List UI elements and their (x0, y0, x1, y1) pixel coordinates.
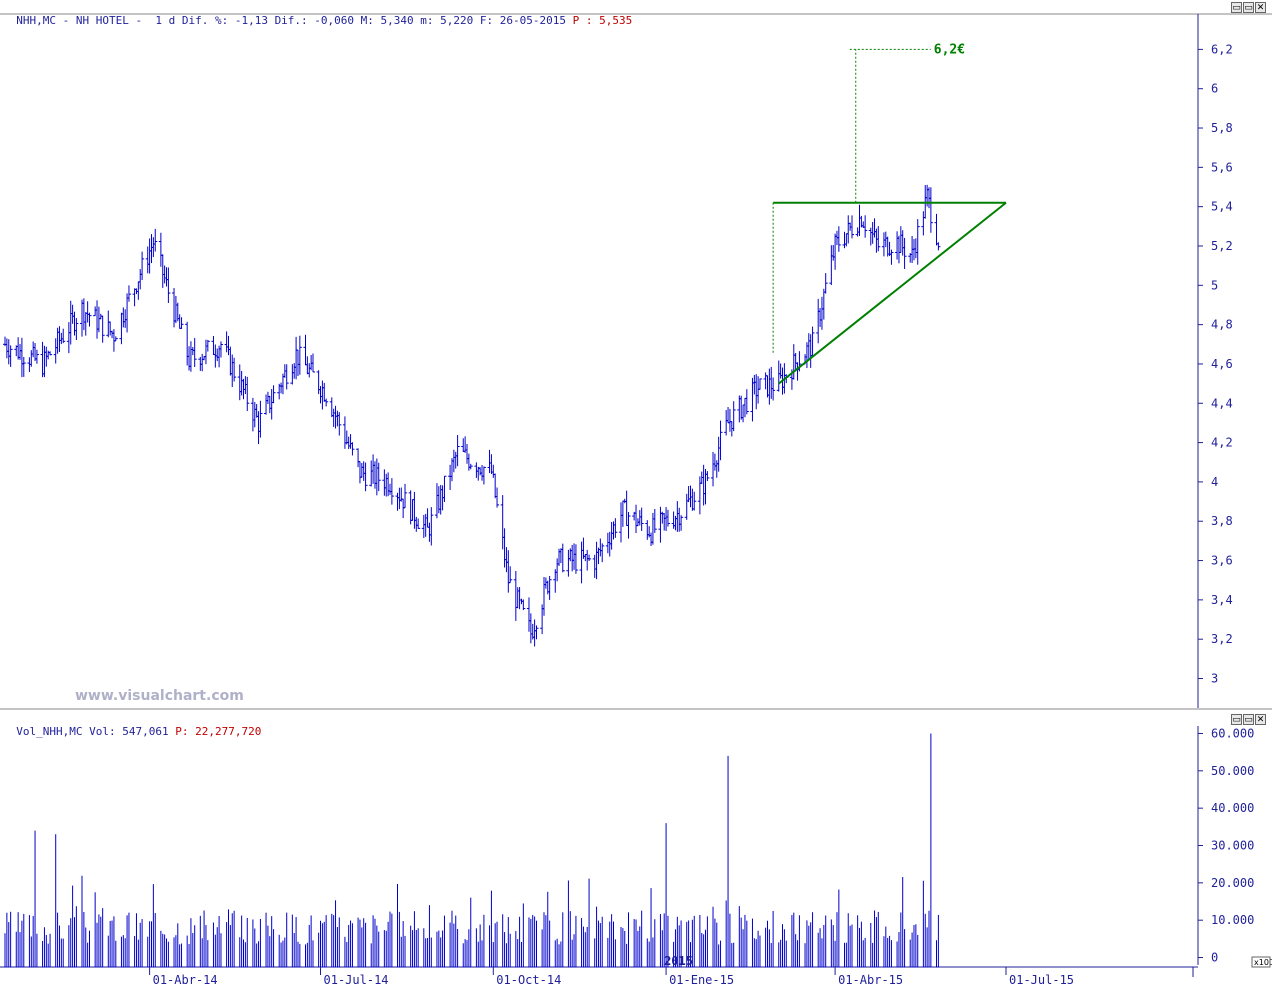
volume-tick-label: 10.000 (1211, 913, 1254, 927)
volume-multiplier-box (1251, 956, 1271, 968)
time-tick-label: 01-Jul-15 (1009, 973, 1074, 987)
year-marker: 2015 (664, 954, 693, 968)
price-tick-label: 4,8 (1211, 318, 1233, 332)
time-tick-label: 01-Abr-14 (153, 973, 218, 987)
time-tick-label: 01-Abr-15 (838, 973, 903, 987)
price-tick-label: 5 (1211, 278, 1218, 292)
volume-tick-label: 40.000 (1211, 801, 1254, 815)
time-tick-label: 01-Oct-14 (496, 973, 561, 987)
price-window-buttons: ▭ ▭ ✕ (1231, 2, 1266, 13)
max-label: M: 5,340 (360, 14, 414, 27)
volume-tick-label: 20.000 (1211, 876, 1254, 890)
price-tick-label: 3,6 (1211, 554, 1233, 568)
price-tick-label: 3,4 (1211, 593, 1233, 607)
time-tick-label: 01-Jul-14 (324, 973, 389, 987)
price-label: P : 5,535 (572, 14, 633, 27)
price-tick-label: 5,2 (1211, 239, 1233, 253)
time-tick-label: 01-Ene-15 (669, 973, 734, 987)
close-button[interactable]: ✕ (1255, 2, 1266, 13)
volume-tick-label: 50.000 (1211, 764, 1254, 778)
support-trendline (778, 201, 1007, 385)
volume-price: P: 22,277,720 (175, 725, 262, 738)
symbol-label: NHH,MC - NH HOTEL - (16, 14, 143, 27)
target-label: 6,2€ (934, 42, 965, 57)
dif-pct-label: Dif. %: -1,13 (181, 14, 268, 27)
dif-label: Dif.: -0,060 (274, 14, 355, 27)
price-tick-label: 6 (1211, 82, 1218, 96)
volume-close-button[interactable]: ✕ (1255, 714, 1266, 725)
price-tick-label: 4 (1211, 475, 1218, 489)
price-tick-label: 4,2 (1211, 436, 1233, 450)
volume-multiplier: x100 (1254, 958, 1272, 967)
maximize-button[interactable]: ▭ (1243, 2, 1254, 13)
price-tick-label: 5,8 (1211, 121, 1233, 135)
time-axis: 01-Abr-14 01-Jul-14 01-Oct-14 01-Ene-15 01-A… (149, 954, 1194, 987)
min-label: m: 5,220 (420, 14, 474, 27)
minimize-button[interactable]: ▭ (1231, 2, 1242, 13)
period-label: 1 d (155, 14, 176, 27)
price-tick-label: 4,6 (1211, 357, 1233, 371)
watermark: www.visualchart.com (75, 688, 244, 704)
price-tick-label: 4,4 (1211, 396, 1233, 410)
price-tick-label: 5,6 (1211, 160, 1233, 174)
volume-bars (4, 733, 939, 968)
price-tick-label: 3,2 (1211, 632, 1233, 646)
price-tick-label: 3,8 (1211, 514, 1233, 528)
volume-minimize-button[interactable]: ▭ (1231, 714, 1242, 725)
price-tick-label: 5,4 (1211, 200, 1233, 214)
volume-tick-label: 60.000 (1211, 726, 1254, 740)
price-series (3, 184, 941, 647)
volume-title: Vol_NHH,MC (16, 725, 83, 738)
volume-value: Vol: 547,061 (89, 725, 169, 738)
pattern-annotations: 6,2€ (772, 42, 1007, 385)
price-header: NHH,MC - NH HOTEL - 1 d Dif. %: -1,13 Di… (3, 1, 632, 27)
volume-window-buttons: ▭ ▭ ✕ (1231, 714, 1266, 725)
price-tick-label: 6,2 (1211, 42, 1233, 56)
volume-maximize-button[interactable]: ▭ (1243, 714, 1254, 725)
price-tick-label: 3 (1211, 672, 1218, 686)
volume-axis: 0 10.000 20.000 30.000 40.000 50.000 60.000 x10… (0, 726, 1272, 968)
volume-tick-label: 30.000 (1211, 839, 1254, 853)
volume-header: Vol_NHH,MC Vol: 547,061 P: 22,277,720 (3, 712, 261, 738)
volume-tick-label: 0 (1211, 951, 1218, 965)
price-axis: 3 3,2 3,4 3,6 3,8 4 4,2 4,4 4,6 4,8 5 5,2 5,4 5,6 5,8 6… (0, 13, 1272, 710)
date-label: F: 26-05-2015 (479, 14, 566, 27)
